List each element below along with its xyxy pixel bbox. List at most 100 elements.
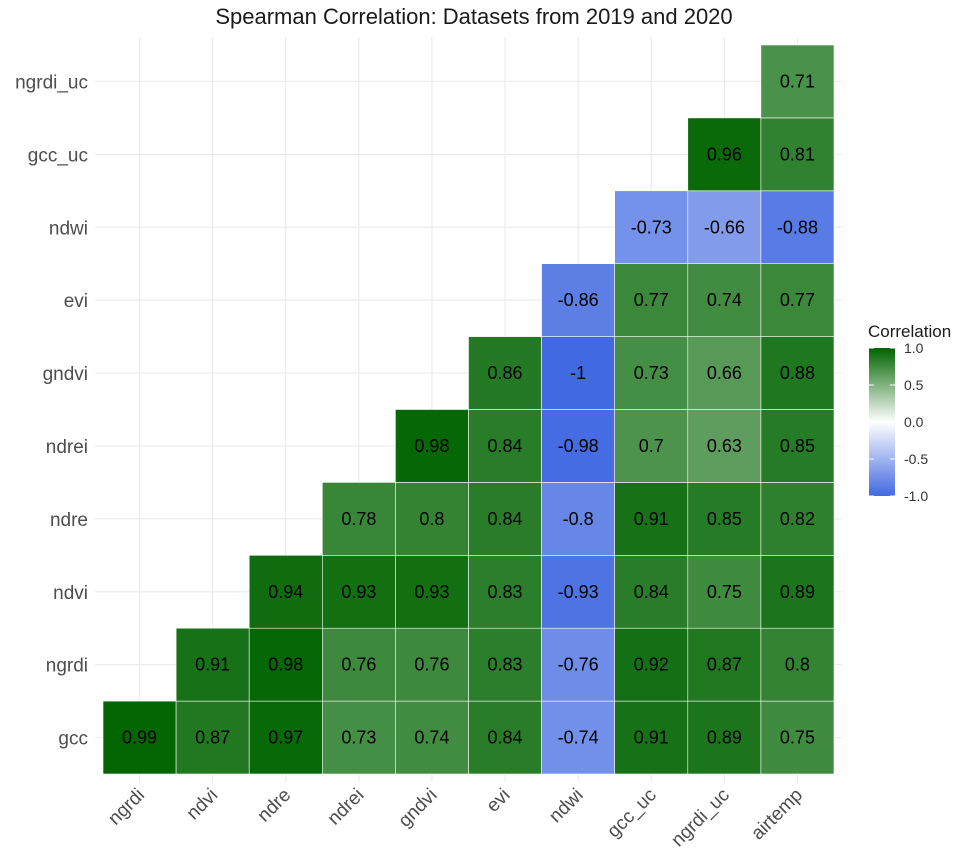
x-tick-label-ndrei: ndrei: [324, 785, 369, 830]
heatmap-cell-ndwi-ngrdi: [541, 627, 615, 702]
cell-label-ndwi-evi: -0.86: [558, 290, 599, 310]
heatmap-cell-gcc_uc-ndwi: [614, 190, 689, 265]
heatmap-cell-airtemp-ndrei: [760, 409, 835, 483]
heatmap-cell-airtemp-gcc_uc: [760, 117, 835, 192]
heatmap-cell-ngrdi_uc-ndvi: [687, 554, 762, 629]
cell-label-airtemp-ngrdi: 0.8: [785, 655, 810, 675]
x-tick-label-evi: evi: [483, 785, 515, 817]
heatmap-cell-airtemp-ndre: [760, 482, 835, 556]
cell-label-ndwi-ndre: -0.8: [563, 509, 594, 529]
heatmap-cell-ngrdi_uc-ngrdi: [687, 627, 762, 702]
cell-label-gcc_uc-ndwi: -0.73: [631, 217, 672, 237]
heatmap-cell-ndre-ngrdi: [248, 627, 323, 702]
x-tick-label-ngrdi_uc: ngrdi_uc: [667, 785, 733, 851]
y-tick-label-ndrei: ndrei: [46, 437, 88, 458]
cell-label-ndrei-gcc: 0.73: [341, 728, 376, 748]
cell-label-ngrdi_uc-gcc: 0.89: [707, 728, 742, 748]
cell-label-ngrdi-gcc: 0.99: [122, 728, 157, 748]
cell-label-airtemp-ndwi: -0.88: [777, 217, 818, 237]
heatmap-cell-ndvi-gcc: [175, 700, 250, 775]
y-axis: gcc ngrdi ndvi ndre ndrei gndvi evi ndwi gcc_uc n…: [15, 72, 88, 749]
heatmap-cell-gcc_uc-ngrdi: [614, 627, 689, 702]
cell-label-airtemp-ndre: 0.82: [780, 509, 815, 529]
heatmap-cell-ndre-gcc: [248, 700, 323, 775]
cell-label-gcc_uc-ndre: 0.91: [634, 509, 669, 529]
cell-label-ndre-ndvi: 0.94: [268, 582, 303, 602]
heatmap-cell-gcc_uc-ndvi: [614, 554, 689, 629]
heatmap-cell-ngrdi_uc-ndwi: [687, 190, 762, 265]
cell-label-evi-ngrdi: 0.83: [488, 655, 523, 675]
cell-label-ngrdi_uc-ndrei: 0.63: [707, 436, 742, 456]
y-tick-label-gcc_uc: gcc_uc: [28, 145, 88, 166]
heatmap-cell-airtemp-ngrdi: [760, 627, 835, 702]
x-tick-label-ndvi: ndvi: [183, 785, 222, 824]
heatmap-cell-gndvi-ngrdi: [395, 627, 469, 702]
heatmap-cell-ndrei-ndvi: [321, 554, 396, 629]
cell-label-ngrdi_uc-gndvi: 0.66: [707, 363, 742, 383]
cell-label-evi-ndvi: 0.83: [488, 582, 523, 602]
cell-label-gcc_uc-ndrei: 0.7: [639, 436, 664, 456]
heatmap-cell-ndvi-ngrdi: [175, 627, 250, 702]
legend-tick-label: -1.0: [904, 488, 928, 504]
cell-label-ndwi-ngrdi: -0.76: [558, 655, 599, 675]
cell-label-ndrei-ndvi: 0.93: [341, 582, 376, 602]
cell-label-evi-ndre: 0.84: [488, 509, 523, 529]
cell-label-gndvi-ndre: 0.8: [419, 509, 444, 529]
cell-label-evi-gcc: 0.84: [488, 728, 523, 748]
cell-label-ndre-ngrdi: 0.98: [268, 655, 303, 675]
heatmap-cell-gndvi-ndre: [395, 482, 469, 556]
cell-label-ngrdi_uc-ngrdi: 0.87: [707, 655, 742, 675]
y-tick-label-ndre: ndre: [50, 510, 88, 531]
cell-label-ndwi-ndvi: -0.93: [558, 582, 599, 602]
heatmap-cell-ndwi-ndre: [541, 482, 615, 556]
cell-label-airtemp-ngrdi_uc: 0.71: [780, 71, 815, 91]
y-tick-label-gcc: gcc: [58, 729, 88, 750]
heatmap-cell-ngrdi_uc-gcc_uc: [687, 117, 762, 192]
heatmap-cell-evi-gndvi: [468, 336, 542, 410]
heatmap-cell-ndwi-evi: [541, 263, 615, 337]
cell-label-gcc_uc-gndvi: 0.73: [634, 363, 669, 383]
cell-label-evi-ndrei: 0.84: [488, 436, 523, 456]
heatmap-cell-airtemp-gndvi: [760, 336, 835, 410]
heatmap-cell-evi-gcc: [468, 700, 542, 775]
legend-title: Correlation: [868, 322, 951, 341]
heatmap-cell-gcc_uc-gcc: [614, 700, 689, 775]
y-tick-label-ngrdi_uc: ngrdi_uc: [15, 72, 88, 93]
cell-label-airtemp-gcc: 0.75: [780, 728, 815, 748]
cell-label-gndvi-ndvi: 0.93: [414, 582, 449, 602]
legend-tick-label: 1.0: [904, 340, 924, 356]
y-tick-label-ndvi: ndvi: [53, 583, 88, 604]
heatmap-cell-evi-ndre: [468, 482, 542, 556]
cell-label-gcc_uc-evi: 0.77: [634, 290, 669, 310]
x-axis: ngrdi ndvi ndre ndrei gndvi evi ndwi gcc_uc ngrd…: [104, 785, 807, 851]
heatmap-cell-airtemp-gcc: [760, 700, 835, 775]
cell-label-airtemp-gcc_uc: 0.81: [780, 144, 815, 164]
heatmap-cell-ndwi-gndvi: [541, 336, 615, 410]
cell-label-ndvi-gcc: 0.87: [195, 728, 230, 748]
cell-label-ndvi-ngrdi: 0.91: [195, 655, 230, 675]
cell-label-airtemp-ndvi: 0.89: [780, 582, 815, 602]
x-tick-label-gcc_uc: gcc_uc: [603, 785, 660, 842]
cell-label-ndrei-ngrdi: 0.76: [341, 655, 376, 675]
heatmap-cell-gcc_uc-ndre: [614, 482, 689, 556]
x-tick-label-gndvi: gndvi: [395, 785, 442, 832]
x-tick-label-ndre: ndre: [254, 785, 296, 827]
heatmap-cell-ndrei-ndre: [321, 482, 396, 556]
heatmap-cell-airtemp-ndvi: [760, 554, 835, 629]
cell-label-gcc_uc-gcc: 0.91: [634, 728, 669, 748]
y-tick-label-gndvi: gndvi: [43, 364, 88, 385]
cell-labels-layer: 0.99 0.87 0.97 0.73 0.74 0.84 -0.74 0.91 0.89 0.7…: [122, 71, 818, 747]
cell-label-ndwi-gndvi: -1: [570, 363, 586, 383]
heatmap-cell-gndvi-ndvi: [395, 554, 469, 629]
heatmap-cell-airtemp-evi: [760, 263, 835, 337]
cell-label-airtemp-evi: 0.77: [780, 290, 815, 310]
heatmap-cell-gcc_uc-evi: [614, 263, 689, 337]
cell-label-gndvi-ndrei: 0.98: [414, 436, 449, 456]
cell-label-airtemp-ndrei: 0.85: [780, 436, 815, 456]
y-tick-label-evi: evi: [64, 291, 88, 312]
cell-label-gndvi-gcc: 0.74: [414, 728, 449, 748]
cell-label-gndvi-ngrdi: 0.76: [414, 655, 449, 675]
legend: Correlation 1.0 0.5 0.0 -0.5 -1.0: [868, 322, 951, 504]
cell-label-ndwi-gcc: -0.74: [558, 728, 599, 748]
